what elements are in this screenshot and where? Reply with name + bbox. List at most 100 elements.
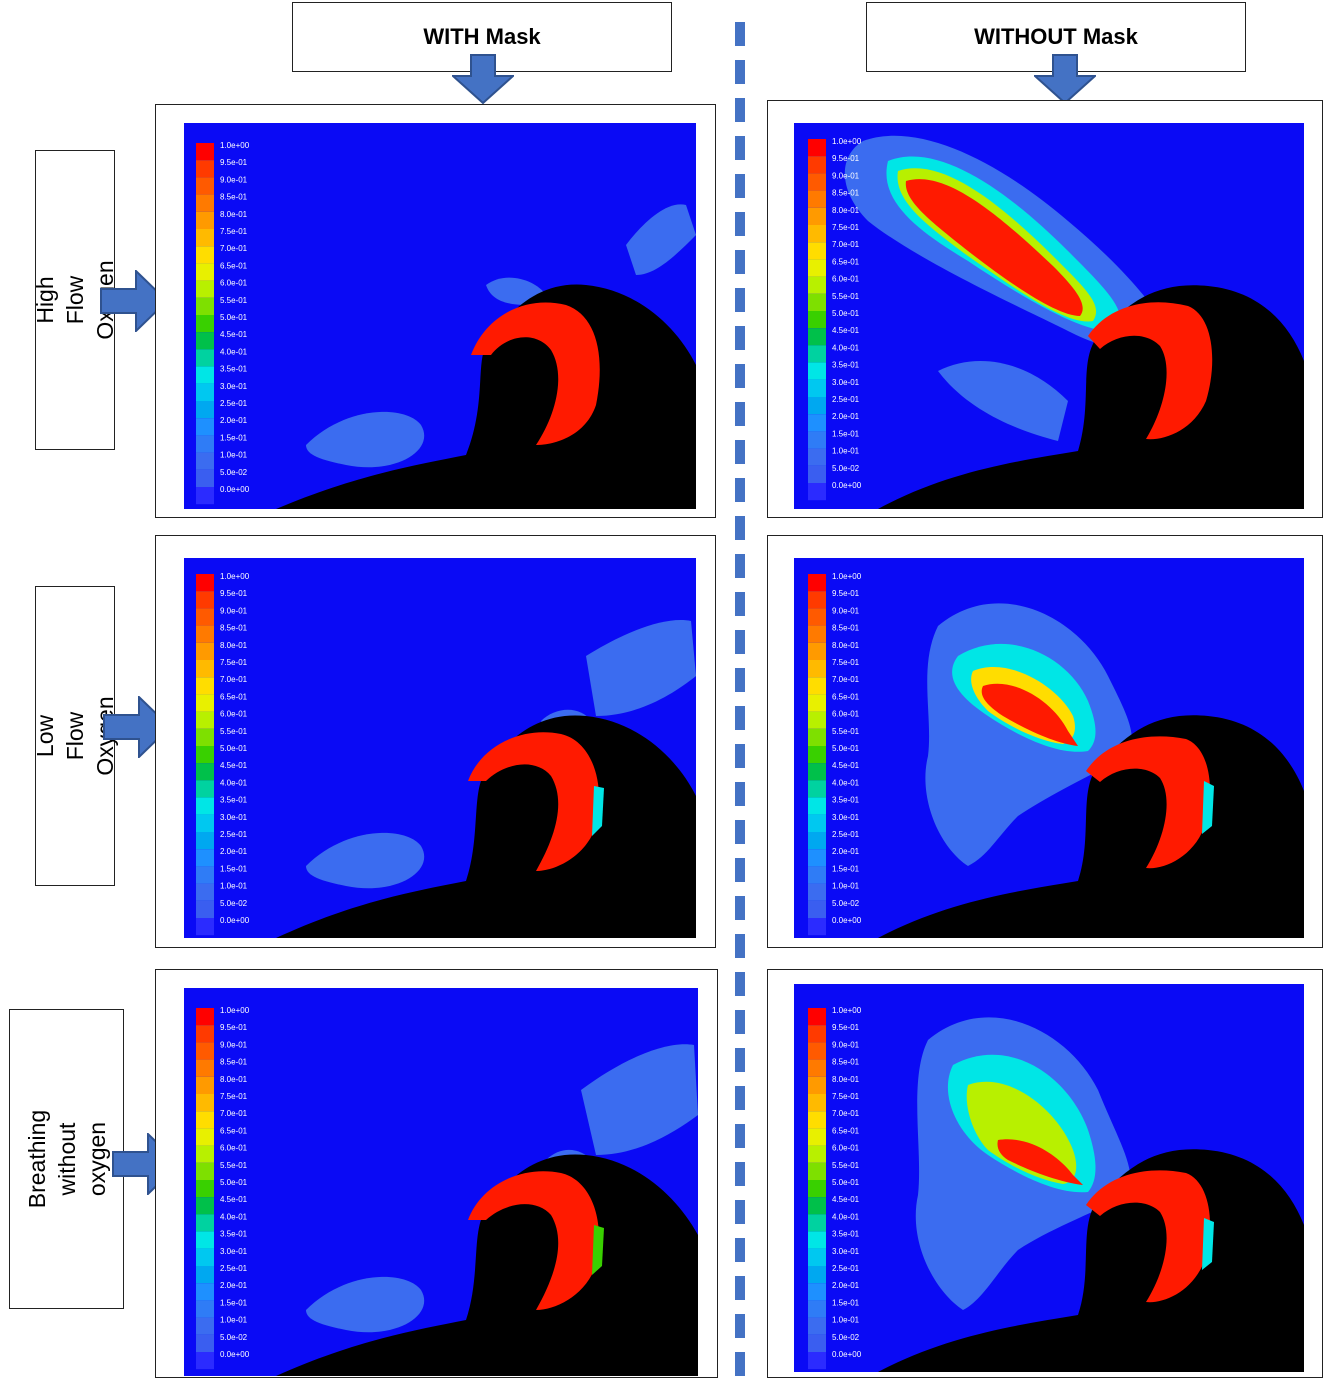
colorbar-swatch — [808, 574, 826, 592]
colorbar-swatch — [196, 263, 214, 281]
colorbar-tick-label: 1.5e-01 — [832, 1298, 860, 1307]
colorbar-tick-label: 9.5e-01 — [220, 158, 248, 167]
colorbar-tick-label: 5.0e-01 — [832, 1178, 860, 1187]
colorbar-swatch — [196, 160, 214, 178]
colorbar-swatch — [196, 401, 214, 419]
colorbar-swatch — [196, 366, 214, 384]
colorbar-swatch — [196, 1266, 214, 1284]
colorbar-tick-label: 4.0e-01 — [220, 1212, 248, 1221]
colorbar-tick-label: 1.5e-01 — [832, 429, 860, 438]
colorbar-legend: 1.0e+00 9.5e-01 9.0e-01 8.5e-01 8.0e-01 7.5e-… — [196, 572, 250, 936]
contour-plot: 1.0e+00 9.5e-01 9.0e-01 8.5e-01 8.0e-01 7.5e-… — [184, 123, 696, 509]
colorbar-tick-label: 2.5e-01 — [832, 1264, 860, 1273]
colorbar-tick-label: 8.5e-01 — [220, 1058, 248, 1067]
colorbar-swatch — [808, 448, 826, 466]
colorbar-tick-label: 7.0e-01 — [832, 1109, 860, 1118]
colorbar-tick-label: 5.0e-02 — [220, 1333, 248, 1342]
colorbar-swatch — [196, 849, 214, 867]
colorbar-swatch — [808, 465, 826, 483]
colorbar-tick-label: 3.0e-01 — [832, 378, 860, 387]
colorbar-tick-label: 1.0e-01 — [220, 451, 248, 460]
colorbar-tick-label: 8.0e-01 — [220, 210, 248, 219]
down-arrow-icon — [1034, 54, 1096, 104]
colorbar-tick-label: 2.0e-01 — [220, 847, 248, 856]
colorbar-swatch — [808, 1162, 826, 1180]
colorbar-legend: 1.0e+00 9.5e-01 9.0e-01 8.5e-01 8.0e-01 7.5e-… — [808, 572, 862, 936]
colorbar-tick-label: 7.5e-01 — [832, 223, 860, 232]
colorbar-tick-label: 7.0e-01 — [220, 244, 248, 253]
colorbar-swatch — [196, 814, 214, 832]
colorbar-tick-label: 3.0e-01 — [220, 1247, 248, 1256]
colorbar-tick-label: 2.0e-01 — [832, 1281, 860, 1290]
colorbar-swatch — [196, 435, 214, 453]
colorbar-swatch — [196, 469, 214, 487]
colorbar-tick-label: 5.0e-01 — [220, 744, 248, 753]
colorbar-tick-label: 9.5e-01 — [832, 154, 860, 163]
colorbar-swatch — [196, 1283, 214, 1301]
colorbar-tick-label: 0.0e+00 — [832, 916, 862, 925]
colorbar-swatch — [196, 383, 214, 401]
colorbar-tick-label: 9.0e-01 — [220, 175, 248, 184]
colorbar-tick-label: 8.5e-01 — [832, 189, 860, 198]
panel-with-mask-no-oxygen: 1.0e+00 9.5e-01 9.0e-01 8.5e-01 8.0e-01 7.5e-… — [155, 969, 718, 1378]
colorbar-tick-label: 1.5e-01 — [220, 1298, 248, 1307]
colorbar-swatch — [196, 1317, 214, 1335]
colorbar-swatch — [808, 362, 826, 380]
colorbar-legend: 1.0e+00 9.5e-01 9.0e-01 8.5e-01 8.0e-01 7.5e-… — [808, 1006, 862, 1370]
colorbar-swatch — [196, 642, 214, 660]
colorbar-tick-label: 2.5e-01 — [220, 1264, 248, 1273]
colorbar-swatch — [196, 866, 214, 884]
colorbar-swatch — [808, 1283, 826, 1301]
panel-without-mask-high-flow: 1.0e+00 9.5e-01 9.0e-01 8.5e-01 8.0e-01 7.5e-… — [767, 100, 1323, 518]
colorbar-swatch — [808, 1231, 826, 1249]
colorbar-swatch — [808, 207, 826, 225]
colorbar-swatch — [808, 1025, 826, 1043]
colorbar-swatch — [196, 1162, 214, 1180]
colorbar-swatch — [196, 349, 214, 367]
colorbar-tick-label: 1.0e+00 — [220, 1006, 250, 1015]
colorbar-tick-label: 4.5e-01 — [220, 1195, 248, 1204]
colorbar-tick-label: 6.0e-01 — [832, 1144, 860, 1153]
colorbar-swatch — [808, 139, 826, 157]
colorbar-tick-label: 2.0e-01 — [832, 412, 860, 421]
colorbar-tick-label: 2.5e-01 — [832, 395, 860, 404]
colorbar-tick-label: 1.0e+00 — [832, 572, 862, 581]
colorbar-tick-label: 8.5e-01 — [220, 193, 248, 202]
contour-plot: 1.0e+00 9.5e-01 9.0e-01 8.5e-01 8.0e-01 7.5e-… — [794, 984, 1304, 1372]
colorbar-swatch — [196, 711, 214, 729]
colorbar-tick-label: 5.0e-01 — [220, 1178, 248, 1187]
colorbar-tick-label: 4.0e-01 — [832, 1212, 860, 1221]
colorbar-tick-label: 5.5e-01 — [220, 1161, 248, 1170]
colorbar-tick-label: 9.0e-01 — [220, 606, 248, 615]
colorbar-tick-label: 5.0e-02 — [832, 464, 860, 473]
contour-plot: 1.0e+00 9.5e-01 9.0e-01 8.5e-01 8.0e-01 7.5e-… — [184, 988, 698, 1376]
row-label-no-oxygen: Breathing without oxygen — [9, 1009, 124, 1309]
colorbar-swatch — [808, 1248, 826, 1266]
colorbar-swatch — [808, 1008, 826, 1026]
colorbar-tick-label: 3.0e-01 — [832, 1247, 860, 1256]
colorbar-swatch — [196, 1214, 214, 1232]
colorbar-tick-label: 4.0e-01 — [220, 778, 248, 787]
panel-without-mask-low-flow: 1.0e+00 9.5e-01 9.0e-01 8.5e-01 8.0e-01 7.5e-… — [767, 535, 1323, 948]
colorbar-swatch — [808, 1197, 826, 1215]
colorbar-swatch — [808, 832, 826, 850]
colorbar-tick-label: 8.0e-01 — [832, 1075, 860, 1084]
colorbar-swatch — [196, 1128, 214, 1146]
colorbar-swatch — [196, 418, 214, 436]
colorbar-swatch — [808, 1042, 826, 1060]
plume-layer — [925, 603, 1132, 866]
colorbar-swatch — [808, 1145, 826, 1163]
colorbar-tick-label: 1.0e-01 — [832, 447, 860, 456]
colorbar-swatch — [196, 780, 214, 798]
colorbar-swatch — [808, 1352, 826, 1370]
colorbar-tick-label: 3.5e-01 — [832, 361, 860, 370]
colorbar-tick-label: 7.5e-01 — [832, 1092, 860, 1101]
colorbar-tick-label: 5.0e-02 — [220, 899, 248, 908]
colorbar-swatch — [808, 276, 826, 294]
colorbar-swatch — [808, 642, 826, 660]
colorbar-swatch — [808, 1059, 826, 1077]
plume-layer — [306, 620, 696, 889]
colorbar-tick-label: 6.0e-01 — [832, 710, 860, 719]
colorbar-swatch — [196, 694, 214, 712]
colorbar-tick-label: 9.5e-01 — [832, 1023, 860, 1032]
